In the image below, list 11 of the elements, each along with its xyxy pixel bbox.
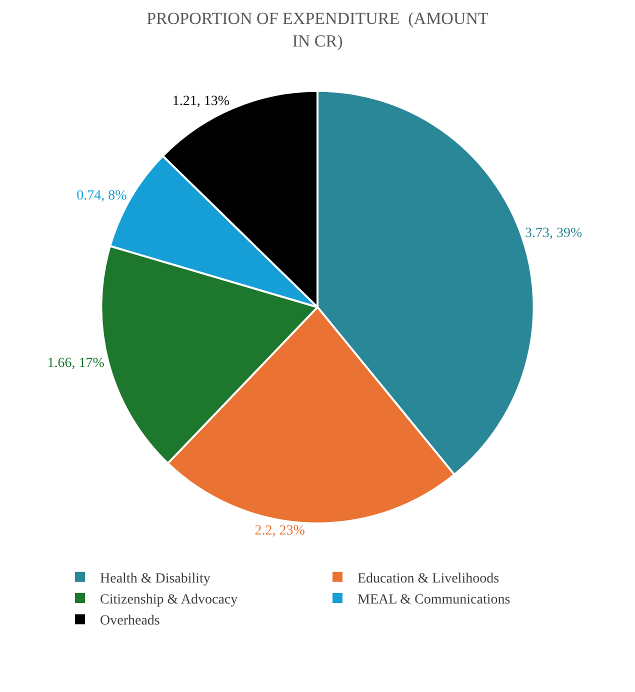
legend-label: Citizenship & Advocacy — [100, 592, 238, 608]
legend-label: Education & Livelihoods — [358, 571, 500, 586]
legend-label: MEAL & Communications — [358, 592, 510, 608]
chart-title: PROPORTION OF EXPENDITURE (AMOUNT IN CR) — [146, 9, 490, 50]
legend-label: Health & Disability — [100, 571, 210, 586]
data-label: 2.2, 23% — [254, 523, 306, 538]
data-label: 3.73, 39% — [524, 226, 582, 242]
data-label: 0.74, 8% — [76, 188, 128, 204]
data-label: 1.66, 17% — [47, 356, 105, 371]
legend-label: Overheads — [100, 614, 160, 629]
data-label: 1.21, 13% — [172, 94, 230, 109]
